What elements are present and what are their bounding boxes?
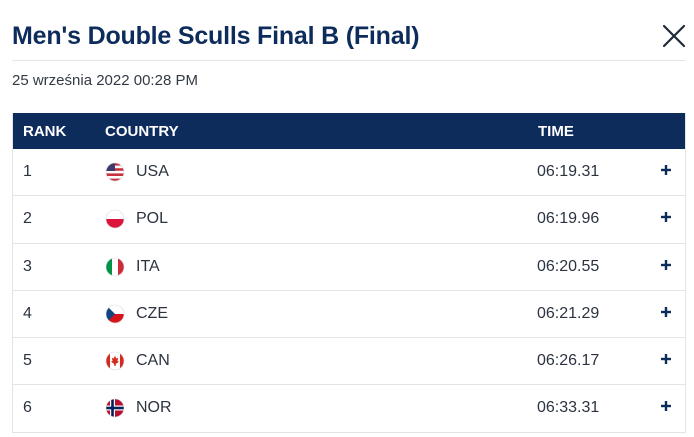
header-divider [12,60,686,61]
country-code: NOR [136,399,172,417]
expand-row-button[interactable] [657,206,675,228]
rank-value: 5 [23,352,32,370]
rank-value: 2 [23,210,32,228]
race-time: 06:19.31 [537,163,600,180]
plus-icon [661,401,671,412]
race-timestamp: 25 września 2022 00:28 PM [12,72,198,89]
race-time: 06:20.55 [537,257,600,275]
column-header-country: COUNTRY [105,123,179,140]
expand-row-button[interactable] [657,254,675,276]
table-header: RANK COUNTRY TIME [13,113,685,149]
poland-flag-icon [105,209,125,229]
column-header-rank: RANK [23,123,67,140]
race-time: 06:33.31 [537,399,600,417]
italy-flag-icon [105,257,125,277]
country-code: POL [136,210,169,228]
table-row: 4 CZE 06:21.29 [13,291,685,339]
plus-icon [661,259,671,270]
table-row: 2 POL 06:19.96 [13,196,685,244]
country-code: CAN [136,352,170,370]
canada-flag-icon [105,351,125,371]
rank-value: 3 [23,257,32,275]
race-time: 06:19.96 [537,210,600,228]
expand-row-button[interactable] [657,395,675,417]
plus-icon [661,165,671,175]
table-row: 3 ITA 06:20.55 [13,244,685,291]
close-button[interactable] [660,22,688,50]
expand-row-button[interactable] [657,348,675,370]
plus-icon [661,306,671,317]
country-code: USA [136,163,169,180]
czech-flag-icon [105,304,125,324]
expand-row-button[interactable] [657,159,675,181]
column-header-time: TIME [538,123,574,140]
race-time: 06:21.29 [537,304,600,322]
table-row: 1 USA 06:19.31 [13,149,685,197]
results-table: RANK COUNTRY TIME 1 [12,113,686,433]
rank-value: 4 [23,304,32,322]
table-row: 5 CAN 06:26.17 [13,338,685,386]
plus-icon [661,354,671,365]
rank-value: 6 [23,399,32,417]
rank-value: 1 [23,163,32,180]
norway-flag-icon [105,398,125,418]
country-code: CZE [136,304,168,322]
table-row: 6 NOR 06:33.31 [13,385,685,433]
expand-row-button[interactable] [657,301,675,323]
plus-icon [661,212,671,223]
close-icon [662,24,686,48]
page-title: Men's Double Sculls Final B (Final) [12,22,420,50]
country-code: ITA [136,257,160,275]
usa-flag-icon [105,162,125,182]
race-time: 06:26.17 [537,352,600,370]
